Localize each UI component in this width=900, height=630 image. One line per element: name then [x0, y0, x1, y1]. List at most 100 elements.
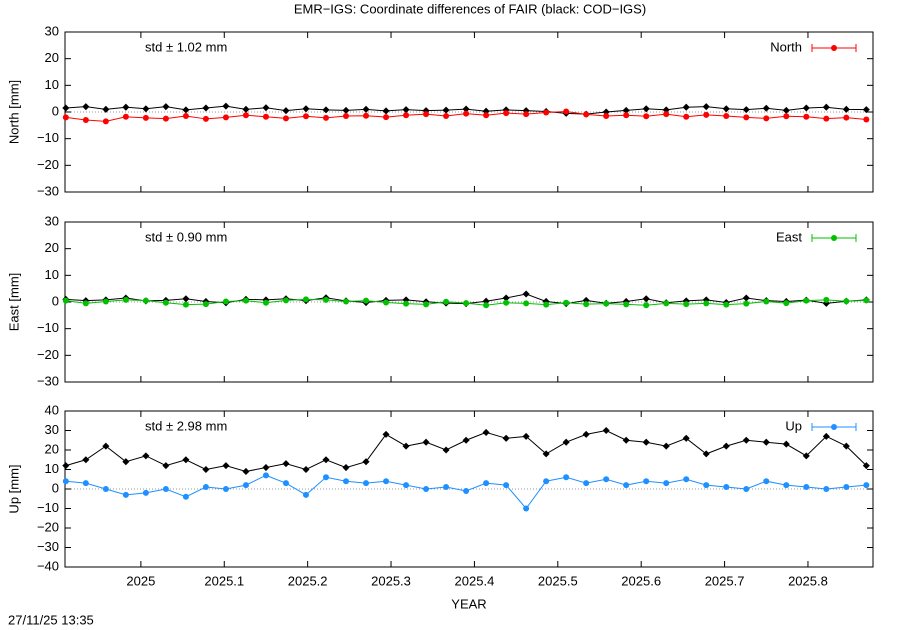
- data-point: [642, 105, 650, 113]
- timestamp: 27/11/25 13:35: [8, 612, 94, 627]
- data-point: [703, 300, 710, 307]
- data-point: [723, 301, 730, 308]
- data-point: [102, 298, 109, 305]
- plot-frame: [64, 410, 874, 568]
- legend-label: Up: [785, 418, 802, 433]
- annotation: std ± 2.98 mm: [145, 418, 227, 433]
- data-point: [622, 436, 630, 444]
- data-point: [462, 436, 470, 444]
- x-tick-label: 2025.7: [705, 573, 745, 588]
- series-line: [65, 429, 867, 472]
- data-point: [122, 113, 129, 120]
- data-point: [262, 464, 270, 472]
- data-point: [703, 111, 710, 118]
- legend-swatch: [831, 45, 837, 51]
- data-point: [302, 465, 310, 474]
- y-tick-label: 20: [45, 240, 59, 255]
- data-point: [423, 486, 430, 492]
- data-point: [302, 296, 309, 303]
- y-tick-label: −20: [37, 347, 59, 362]
- annotation: std ± 1.02 mm: [145, 39, 227, 54]
- data-point: [503, 482, 510, 489]
- data-point: [162, 115, 169, 122]
- data-point: [782, 440, 790, 448]
- data-point: [363, 112, 370, 119]
- data-point: [683, 301, 690, 308]
- data-point: [202, 301, 209, 308]
- data-point: [122, 103, 130, 111]
- data-point: [762, 104, 770, 112]
- x-tick-label: 2025.8: [788, 573, 828, 588]
- data-point: [483, 112, 490, 119]
- data-point: [643, 478, 650, 485]
- y-tick-label: −10: [37, 130, 59, 145]
- data-point: [503, 110, 510, 117]
- data-point: [543, 109, 550, 116]
- data-point: [623, 482, 630, 489]
- data-point: [242, 105, 250, 113]
- data-point: [382, 430, 390, 438]
- annotation: std ± 0.90 mm: [145, 229, 227, 244]
- data-point: [843, 114, 850, 121]
- data-point: [583, 301, 590, 308]
- data-point: [362, 105, 370, 113]
- data-point: [843, 298, 850, 305]
- data-point: [122, 458, 130, 466]
- data-point: [543, 301, 550, 308]
- data-point: [343, 298, 350, 305]
- data-point: [602, 426, 610, 435]
- data-point: [842, 105, 850, 113]
- data-point: [142, 452, 150, 460]
- data-point: [643, 113, 650, 120]
- data-point: [102, 105, 110, 113]
- data-point: [402, 442, 410, 450]
- data-point: [342, 106, 350, 114]
- data-point: [383, 114, 390, 121]
- data-point: [463, 110, 470, 117]
- data-point: [742, 294, 750, 302]
- data-point: [302, 113, 309, 120]
- data-point: [463, 300, 470, 307]
- data-point: [403, 482, 410, 489]
- data-point: [843, 484, 850, 491]
- y-tick-label: −20: [37, 157, 59, 172]
- y-tick-label: −10: [37, 500, 59, 515]
- data-point: [222, 114, 229, 121]
- data-point: [322, 296, 329, 303]
- x-axis-label: YEAR: [451, 596, 486, 611]
- y-tick-label: 20: [45, 50, 59, 65]
- data-point: [522, 432, 530, 440]
- legend-swatch: [831, 424, 837, 430]
- data-point: [823, 486, 830, 492]
- y-tick-label: 10: [45, 267, 59, 282]
- data-point: [483, 480, 490, 487]
- x-tick-label: 2025.3: [371, 573, 411, 588]
- data-point: [803, 297, 810, 304]
- data-point: [802, 452, 810, 460]
- legend-label: North: [770, 39, 802, 54]
- data-point: [783, 113, 790, 120]
- data-point: [363, 297, 370, 304]
- data-point: [543, 478, 550, 485]
- data-point: [222, 102, 230, 110]
- data-point: [622, 106, 630, 114]
- data-point: [703, 482, 710, 489]
- data-point: [383, 299, 390, 306]
- data-point: [182, 301, 189, 308]
- data-point: [262, 104, 270, 112]
- data-point: [322, 456, 330, 464]
- y-tick-label: −30: [37, 373, 59, 388]
- y-tick-label: −10: [37, 320, 59, 335]
- data-point: [862, 462, 870, 470]
- data-point: [822, 103, 830, 111]
- data-point: [282, 460, 290, 468]
- data-point: [663, 111, 670, 118]
- data-point: [282, 107, 290, 115]
- data-point: [62, 297, 69, 304]
- y-tick-label: −40: [37, 558, 59, 573]
- data-point: [743, 486, 750, 492]
- data-point: [282, 115, 289, 122]
- y-tick-label: 30: [45, 23, 59, 38]
- data-point: [643, 302, 650, 309]
